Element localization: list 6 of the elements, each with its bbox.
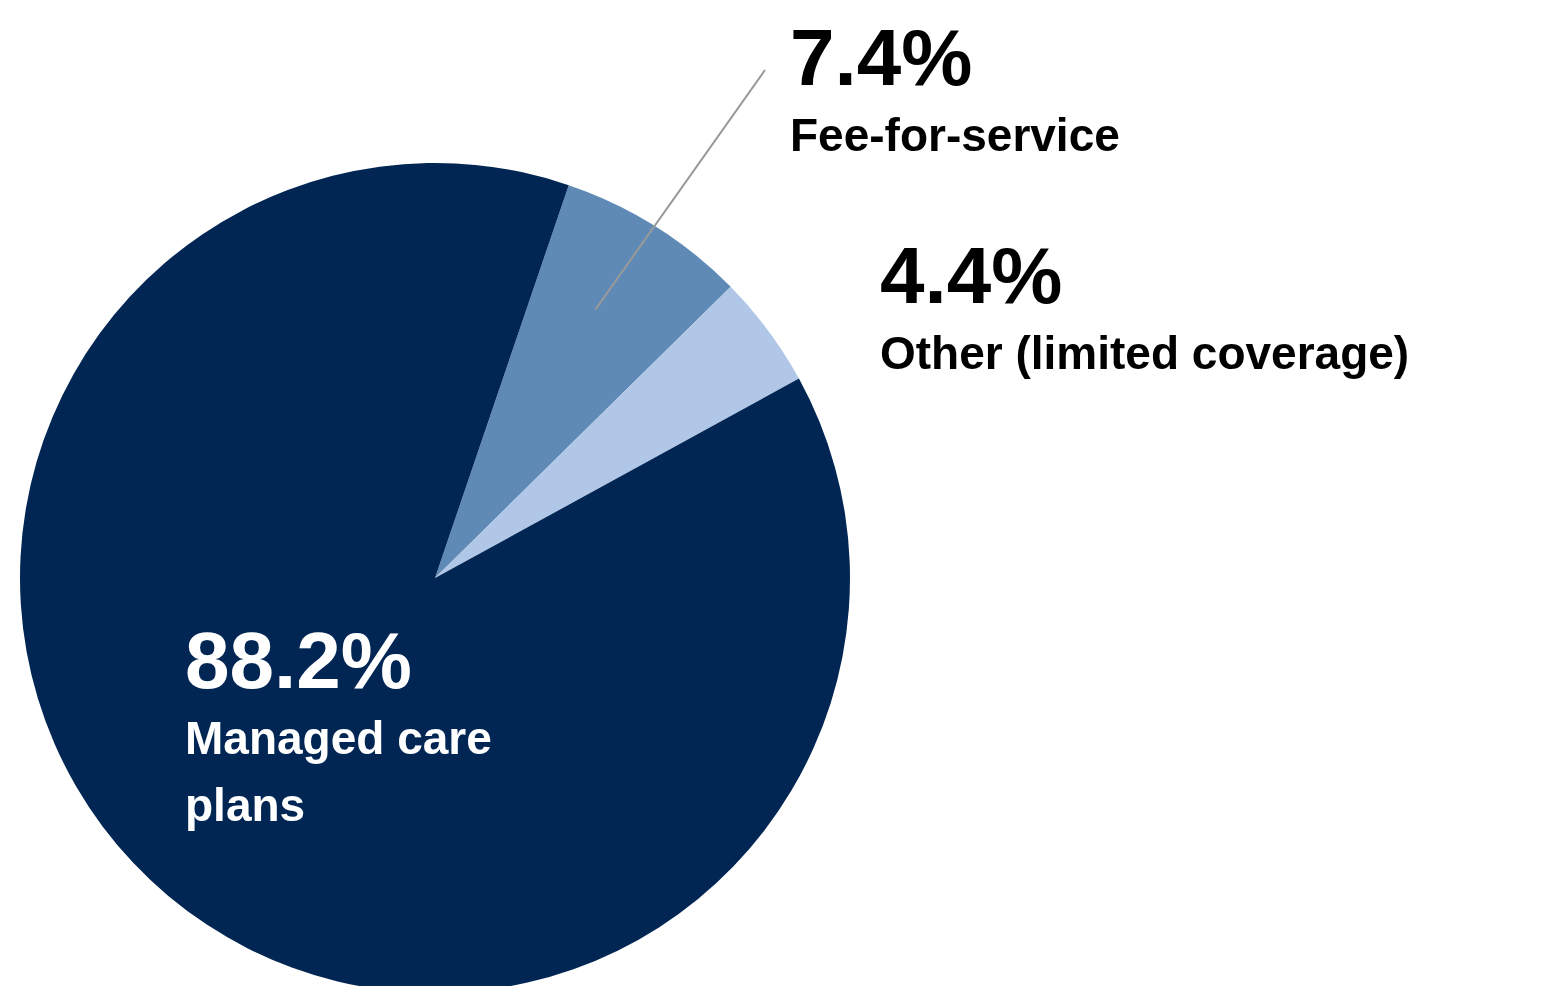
slice-label: Other (limited coverage) <box>880 327 1410 379</box>
slice-label: Managed care plans <box>185 712 492 831</box>
data-label: 4.4% <box>880 231 1063 320</box>
data-label: 88.2% <box>185 616 412 705</box>
data-label: 7.4% <box>790 13 973 102</box>
slice-label: Fee-for-service <box>790 109 1120 161</box>
